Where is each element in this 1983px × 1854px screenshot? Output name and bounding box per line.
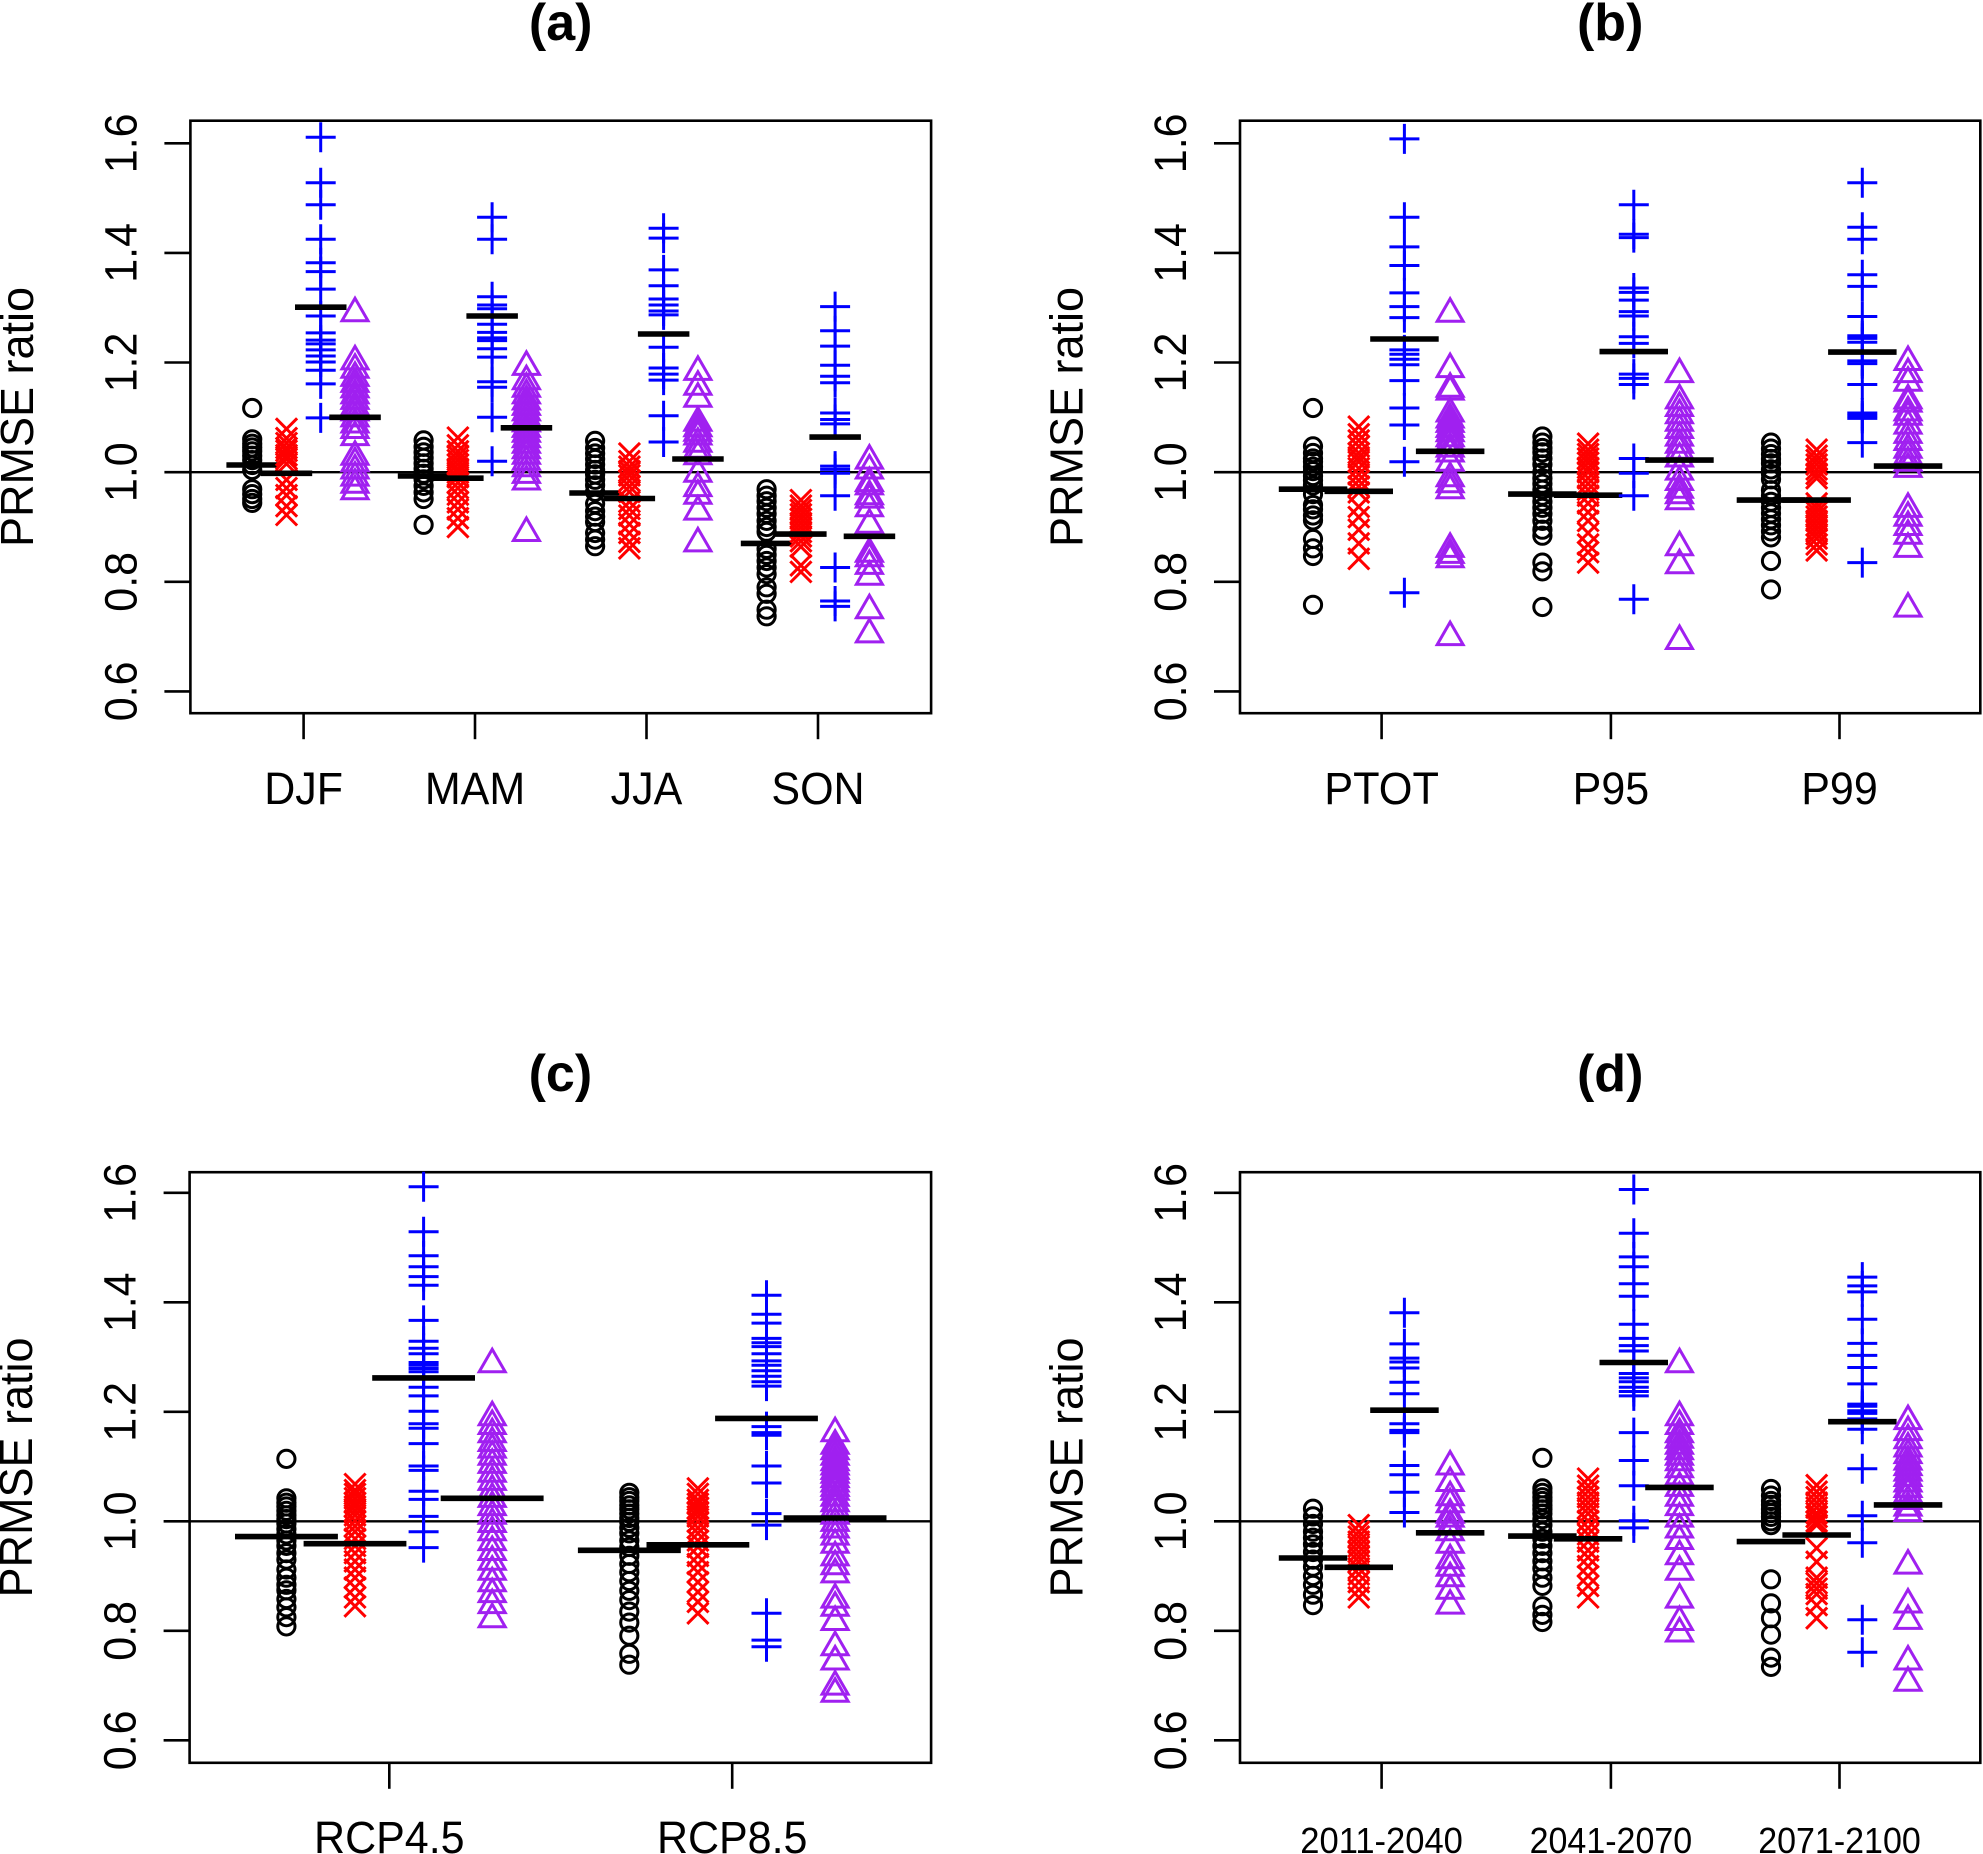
svg-text:PRMSE ratio: PRMSE ratio — [0, 287, 43, 547]
svg-text:1.4: 1.4 — [1145, 223, 1196, 283]
svg-text:JJA: JJA — [611, 763, 683, 814]
svg-text:PTOT: PTOT — [1324, 763, 1439, 814]
svg-text:(b): (b) — [1577, 0, 1643, 52]
svg-text:1.6: 1.6 — [1145, 113, 1196, 173]
svg-text:(c): (c) — [529, 1045, 593, 1103]
svg-text:1.0: 1.0 — [1145, 442, 1196, 502]
svg-text:P99: P99 — [1801, 763, 1878, 814]
svg-text:1.2: 1.2 — [95, 1382, 146, 1442]
svg-text:1.2: 1.2 — [1145, 333, 1196, 393]
svg-text:0.6: 0.6 — [95, 1710, 146, 1770]
svg-text:1.6: 1.6 — [95, 1163, 146, 1223]
svg-text:0.8: 0.8 — [95, 1601, 146, 1661]
svg-text:PRMSE ratio: PRMSE ratio — [1041, 1338, 1093, 1598]
svg-text:0.6: 0.6 — [1145, 1710, 1196, 1770]
svg-text:P95: P95 — [1573, 763, 1650, 814]
svg-text:1.0: 1.0 — [1145, 1491, 1196, 1551]
svg-text:0.8: 0.8 — [1145, 1601, 1196, 1661]
svg-text:(d): (d) — [1577, 1045, 1643, 1103]
svg-text:0.6: 0.6 — [1145, 662, 1196, 722]
svg-text:1.4: 1.4 — [1145, 1272, 1196, 1332]
svg-text:1.0: 1.0 — [95, 1491, 146, 1551]
svg-text:RCP4.5: RCP4.5 — [314, 1812, 465, 1854]
svg-text:1.2: 1.2 — [95, 333, 146, 393]
svg-text:RCP8.5: RCP8.5 — [657, 1812, 808, 1854]
svg-text:0.6: 0.6 — [95, 662, 146, 722]
svg-text:2011-2040: 2011-2040 — [1300, 1820, 1463, 1854]
svg-text:1.6: 1.6 — [1145, 1163, 1196, 1223]
svg-text:MAM: MAM — [425, 763, 525, 814]
svg-text:2041-2070: 2041-2070 — [1530, 1820, 1693, 1854]
svg-text:0.8: 0.8 — [1145, 552, 1196, 612]
svg-text:(a): (a) — [529, 0, 593, 52]
svg-text:PRMSE ratio: PRMSE ratio — [1041, 287, 1093, 547]
svg-text:DJF: DJF — [264, 763, 343, 814]
svg-text:1.2: 1.2 — [1145, 1382, 1196, 1442]
svg-text:PRMSE ratio: PRMSE ratio — [0, 1338, 42, 1598]
svg-text:2071-2100: 2071-2100 — [1758, 1820, 1921, 1854]
svg-text:1.4: 1.4 — [95, 1272, 146, 1332]
svg-text:1.0: 1.0 — [95, 442, 146, 502]
svg-text:1.6: 1.6 — [95, 113, 146, 173]
svg-text:1.4: 1.4 — [95, 223, 146, 283]
svg-text:0.8: 0.8 — [95, 552, 146, 612]
svg-text:SON: SON — [771, 763, 864, 814]
